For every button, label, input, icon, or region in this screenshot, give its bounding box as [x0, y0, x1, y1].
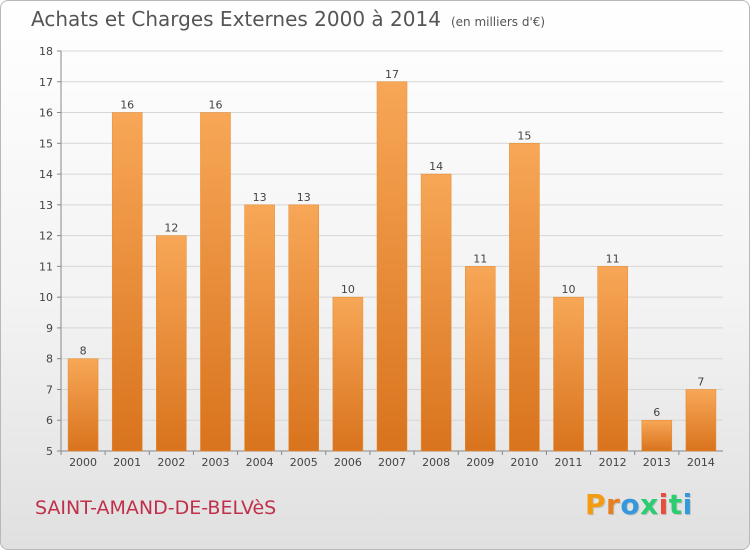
data-label-2006: 10 [341, 283, 355, 296]
unit-note: (en milliers d'€) [450, 15, 546, 29]
y-tick-label: 7 [46, 383, 53, 396]
data-label-2003: 16 [208, 99, 222, 112]
bar-2012[interactable] [597, 266, 628, 452]
y-tick-label: 11 [39, 260, 53, 273]
x-tick-label-2013: 2013 [643, 456, 671, 469]
data-label-2000: 8 [80, 345, 87, 358]
y-tick-label: 6 [46, 414, 53, 427]
logo-letter: P [585, 488, 607, 521]
data-label-2010: 15 [517, 129, 531, 142]
logo-letter: i [682, 488, 693, 521]
y-tick-label: 14 [39, 168, 53, 181]
proxiti-logo[interactable]: Proxiti [585, 488, 693, 521]
y-tick-label: 10 [39, 291, 53, 304]
bar-2007[interactable] [376, 81, 408, 452]
bar-2008[interactable] [420, 173, 452, 452]
bar-2010[interactable] [509, 143, 540, 452]
logo-letter: r [606, 488, 621, 521]
bar-2000[interactable] [67, 358, 99, 452]
data-label-2012: 11 [606, 252, 620, 265]
data-label-2007: 17 [385, 68, 399, 81]
data-label-2008: 14 [429, 160, 443, 173]
x-tick-label-2005: 2005 [290, 456, 318, 469]
y-tick-label: 17 [39, 76, 53, 89]
x-tick-label-2002: 2002 [157, 456, 185, 469]
x-tick-label-2008: 2008 [422, 456, 450, 469]
logo-letter: t [668, 488, 683, 521]
data-label-2001: 16 [120, 99, 134, 112]
x-tick-label-2014: 2014 [687, 456, 715, 469]
data-label-2002: 12 [164, 222, 178, 235]
x-tick-label-2011: 2011 [555, 456, 583, 469]
y-tick-label: 13 [39, 199, 53, 212]
logo-letter: x [640, 488, 659, 521]
bar-2002[interactable] [156, 235, 187, 452]
bar-2013[interactable] [641, 419, 673, 452]
x-tick-label-2000: 2000 [69, 456, 97, 469]
bar-2003[interactable] [200, 112, 231, 452]
x-tick-label-2003: 2003 [201, 456, 229, 469]
y-tick-label: 15 [39, 137, 53, 150]
chart-title-text: Achats et Charges Externes 2000 à 2014 [31, 7, 441, 31]
y-tick-label: 12 [39, 230, 53, 243]
y-tick-label: 5 [46, 445, 53, 458]
y-tick-label: 16 [39, 107, 53, 120]
data-label-2013: 6 [653, 406, 660, 419]
y-tick-label: 9 [46, 322, 53, 335]
bar-2004[interactable] [244, 204, 275, 452]
data-label-2014: 7 [697, 375, 704, 388]
bar-2014[interactable] [685, 389, 717, 452]
y-tick-label: 18 [39, 45, 53, 58]
bar-2009[interactable] [465, 266, 496, 452]
logo-letter: i [658, 488, 669, 521]
x-tick-label-2004: 2004 [246, 456, 274, 469]
commune-name: SAINT-AMAND-DE-BELVèS [35, 497, 277, 519]
chart-title: Achats et Charges Externes 2000 à 2014 (e… [31, 7, 545, 31]
data-label-2009: 11 [473, 252, 487, 265]
data-label-2011: 10 [562, 283, 576, 296]
x-tick-label-2010: 2010 [510, 456, 538, 469]
data-label-2004: 13 [253, 191, 267, 204]
bar-2011[interactable] [553, 296, 584, 452]
x-tick-label-2007: 2007 [378, 456, 406, 469]
bar-2006[interactable] [332, 296, 364, 452]
logo-letter: o [620, 488, 641, 521]
x-tick-label-2009: 2009 [466, 456, 494, 469]
data-label-2005: 13 [297, 191, 311, 204]
x-tick-label-2012: 2012 [599, 456, 627, 469]
y-tick-label: 8 [46, 353, 53, 366]
bar-2005[interactable] [288, 204, 319, 452]
x-tick-label-2001: 2001 [113, 456, 141, 469]
x-tick-label-2006: 2006 [334, 456, 362, 469]
bar-2001[interactable] [111, 112, 143, 452]
